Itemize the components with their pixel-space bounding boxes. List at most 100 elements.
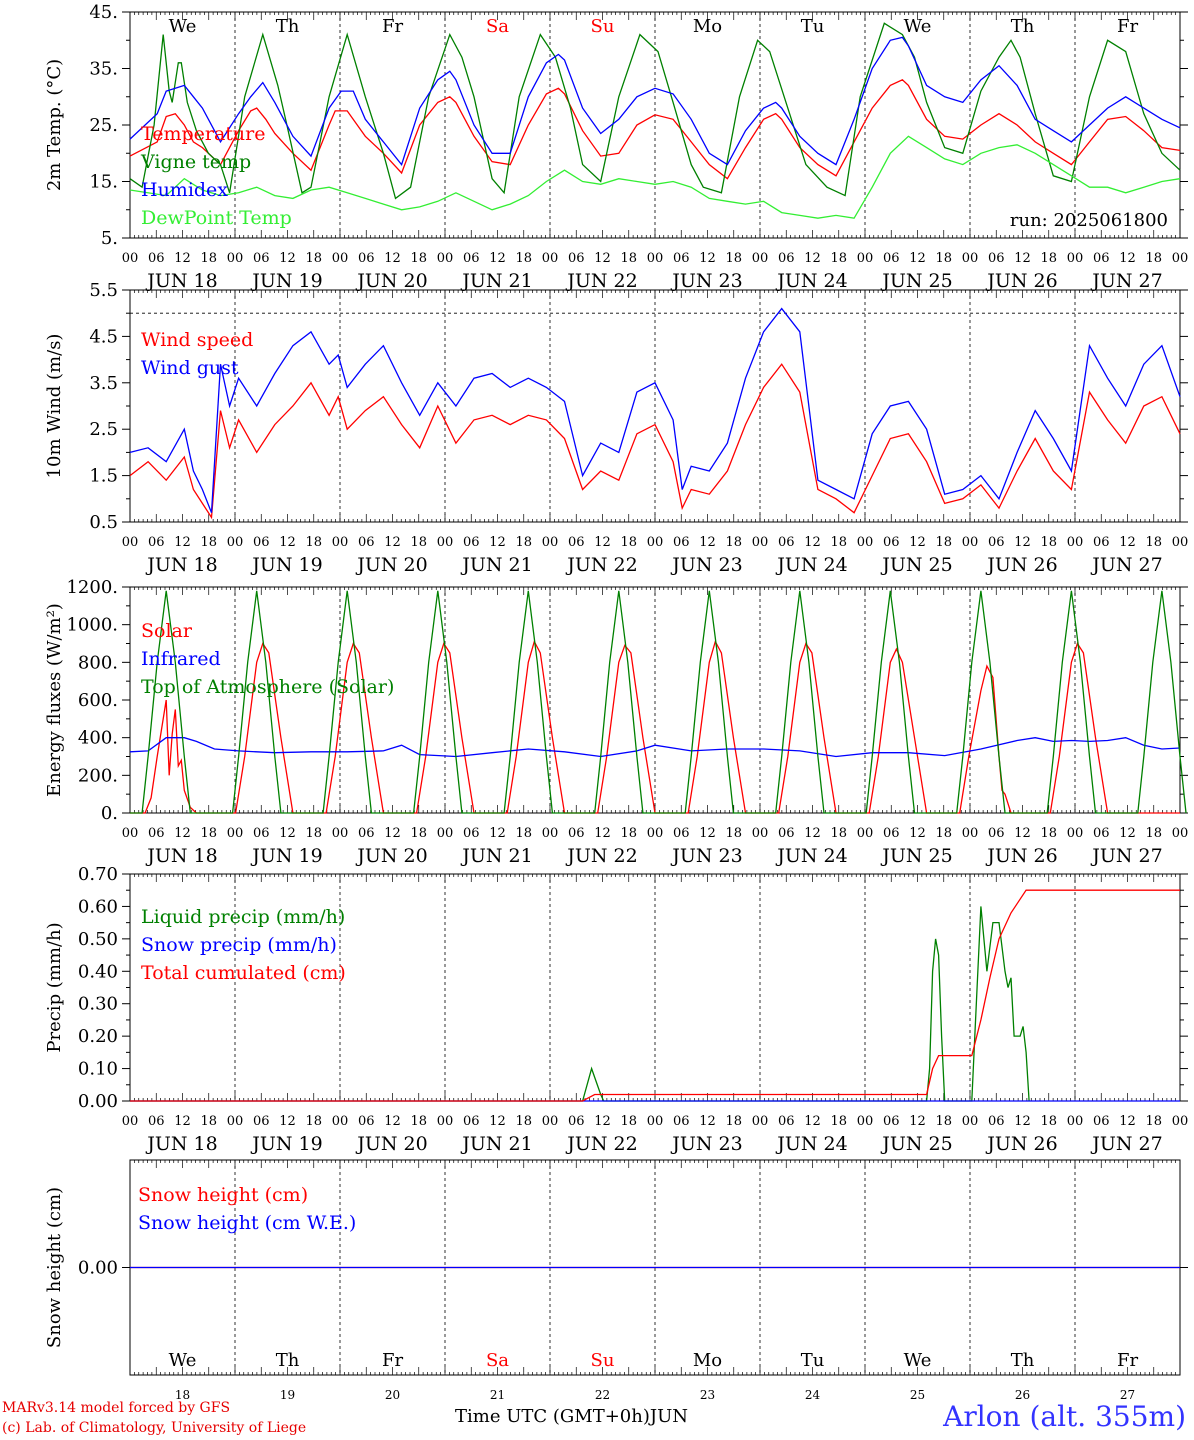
hour-tick-label: 12 — [1119, 826, 1136, 841]
day-number: 19 — [280, 1388, 295, 1402]
hour-tick-label: 06 — [673, 535, 690, 550]
hour-tick-label: 06 — [568, 1114, 585, 1129]
hour-tick-label: 12 — [909, 826, 926, 841]
hour-tick-label: 06 — [148, 1114, 165, 1129]
legend-entry: Infrared — [141, 648, 221, 670]
hour-tick-label: 12 — [1014, 251, 1031, 266]
day-number: 23 — [700, 1388, 715, 1402]
weekday-label: Sa — [486, 1350, 509, 1371]
hour-tick-label: 00 — [122, 535, 139, 550]
hour-tick-label: 00 — [437, 251, 454, 266]
hour-tick-label: 00 — [647, 535, 664, 550]
hour-tick-label: 12 — [1119, 251, 1136, 266]
hour-tick-label: 06 — [463, 1114, 480, 1129]
y-tick-label: 0.20 — [78, 1026, 118, 1047]
hour-tick-label: 12 — [279, 1114, 296, 1129]
day-label: JUN 20 — [355, 1133, 427, 1155]
weekday-label: Fr — [382, 16, 403, 37]
hour-tick-label: 18 — [620, 251, 637, 266]
day-number: 20 — [385, 1388, 400, 1402]
day-label: JUN 22 — [565, 270, 637, 292]
hour-tick-label: 00 — [752, 535, 769, 550]
hour-tick-label: 06 — [358, 535, 375, 550]
day-label: JUN 20 — [355, 270, 427, 292]
series-line — [129, 22, 1181, 200]
legend-entry: Wind speed — [141, 329, 253, 351]
hour-tick-label: 00 — [437, 826, 454, 841]
hour-tick-label: 00 — [647, 251, 664, 266]
weekday-label: Mo — [693, 16, 722, 37]
y-tick-label: 0. — [101, 803, 118, 824]
hour-tick-label: 18 — [410, 826, 427, 841]
hour-tick-label: 12 — [804, 251, 821, 266]
weekday-label: Tu — [801, 1350, 825, 1371]
weekday-label: We — [904, 1350, 932, 1371]
hour-tick-label: 06 — [148, 535, 165, 550]
hour-tick-label: 00 — [752, 1114, 769, 1129]
day-label: JUN 24 — [775, 1133, 847, 1155]
series-line — [129, 135, 1181, 219]
weekday-label: Mo — [693, 1350, 722, 1371]
hour-tick-label: 12 — [699, 826, 716, 841]
x-axis-title-text: Time UTC (GMT+0h) — [455, 1406, 650, 1427]
hour-tick-label: 00 — [542, 251, 559, 266]
day-label: JUN 26 — [985, 845, 1057, 867]
y-axis-label: Precip (mm/h) — [44, 922, 65, 1052]
hour-tick-label: 06 — [253, 1114, 270, 1129]
hour-tick-label: 12 — [279, 251, 296, 266]
day-label: JUN 25 — [880, 554, 952, 576]
hour-tick-label: 12 — [909, 535, 926, 550]
hour-tick-label: 18 — [725, 535, 742, 550]
weekday-label: Th — [1011, 1350, 1035, 1371]
y-tick-label: 1.5 — [89, 466, 118, 487]
y-tick-label: 200. — [78, 765, 118, 786]
hour-tick-label: 06 — [568, 535, 585, 550]
day-label: JUN 26 — [985, 270, 1057, 292]
day-label: JUN 18 — [145, 1133, 217, 1155]
hour-tick-label: 00 — [962, 535, 979, 550]
hour-tick-label: 00 — [1172, 251, 1189, 266]
weekday-label: Th — [276, 16, 300, 37]
hour-tick-label: 06 — [778, 251, 795, 266]
hour-tick-label: 06 — [253, 535, 270, 550]
run-label: run: 2025061800 — [1010, 210, 1168, 231]
day-label: JUN 25 — [880, 270, 952, 292]
hour-tick-label: 00 — [1067, 535, 1084, 550]
legend-entry: Solar — [141, 620, 193, 642]
hour-tick-label: 06 — [358, 1114, 375, 1129]
hour-tick-label: 12 — [699, 535, 716, 550]
weekday-label: Th — [1011, 16, 1035, 37]
hour-tick-label: 06 — [883, 1114, 900, 1129]
hour-tick-label: 06 — [988, 251, 1005, 266]
weekday-label: Fr — [382, 1350, 403, 1371]
day-label: JUN 19 — [250, 845, 322, 867]
hour-tick-label: 18 — [935, 251, 952, 266]
hour-tick-label: 12 — [594, 826, 611, 841]
hour-tick-label: 00 — [227, 826, 244, 841]
series-line — [130, 590, 1187, 814]
day-label: JUN 26 — [985, 554, 1057, 576]
legend-entry: Snow precip (mm/h) — [141, 934, 337, 956]
hour-tick-label: 00 — [122, 251, 139, 266]
y-tick-label: 0.00 — [78, 1091, 118, 1112]
hour-tick-label: 12 — [594, 1114, 611, 1129]
hour-tick-label: 18 — [1145, 826, 1162, 841]
hour-tick-label: 06 — [148, 251, 165, 266]
hour-tick-label: 18 — [305, 535, 322, 550]
day-label: JUN 27 — [1090, 1133, 1162, 1155]
hour-tick-label: 06 — [358, 251, 375, 266]
series-line — [129, 79, 1181, 180]
x-axis-unit: JUN — [649, 1406, 689, 1427]
legend-entry: Vigne temp — [140, 151, 251, 173]
hour-tick-label: 18 — [305, 1114, 322, 1129]
hour-tick-label: 06 — [673, 251, 690, 266]
y-tick-label: 25. — [89, 115, 118, 136]
day-number: 22 — [595, 1388, 610, 1402]
hour-tick-label: 12 — [174, 535, 191, 550]
hour-tick-label: 18 — [410, 251, 427, 266]
y-tick-label: 4.5 — [89, 326, 118, 347]
day-label: JUN 22 — [565, 1133, 637, 1155]
hour-tick-label: 12 — [909, 251, 926, 266]
hour-tick-label: 18 — [1040, 826, 1057, 841]
hour-tick-label: 00 — [1067, 251, 1084, 266]
